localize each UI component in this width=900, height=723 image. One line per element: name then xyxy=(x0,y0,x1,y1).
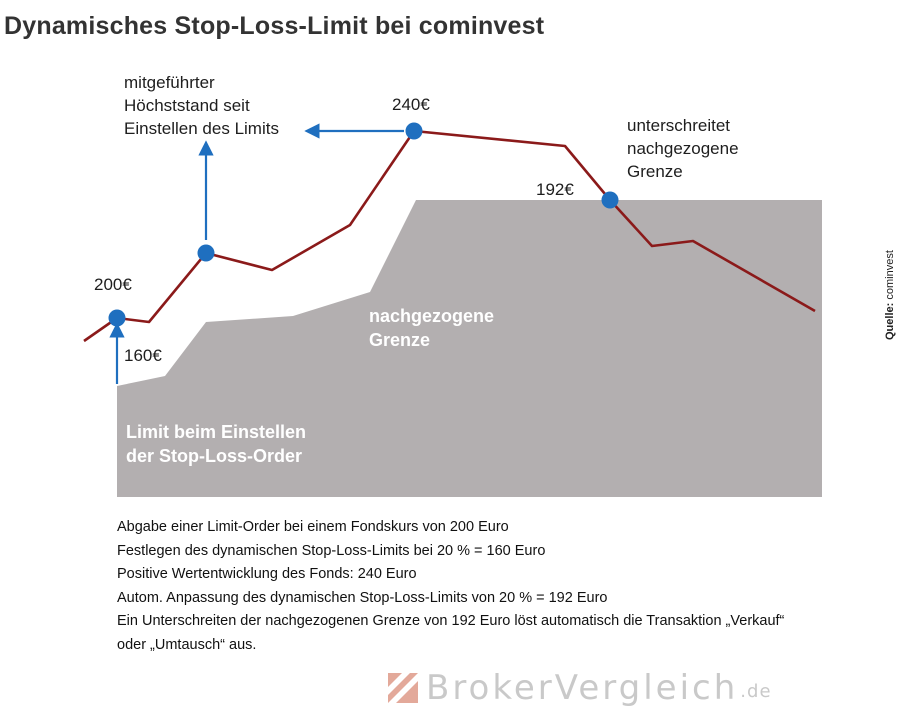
description-block: Abgabe einer Limit-Order bei einem Fonds… xyxy=(117,516,837,657)
source-name: cominvest xyxy=(884,250,896,300)
break-note: unterschreitet nachgezogene Grenze xyxy=(627,114,739,183)
break-note-line: nachgezogene xyxy=(627,139,739,158)
description-line: Ein Unterschreiten der nachgezogenen Gre… xyxy=(117,613,785,629)
break-note-line: unterschreitet xyxy=(627,116,730,135)
description-line: oder „Umtausch“ aus. xyxy=(117,636,257,653)
start-limit-label: 160€ xyxy=(124,346,162,365)
high-note-line: Höchststand seit xyxy=(124,96,250,115)
start-price-label: 200€ xyxy=(94,275,132,294)
break-note-line: Grenze xyxy=(627,162,683,181)
trail-limit-label: 192€ xyxy=(536,180,574,199)
brand-tld: .de xyxy=(740,681,772,702)
source-credit: Quelle: cominvest xyxy=(884,250,896,340)
page-title: Dynamisches Stop-Loss-Limit bei cominves… xyxy=(4,12,545,40)
marker-start xyxy=(108,309,126,327)
brand-watermark: BrokerVergleich .de xyxy=(388,668,772,708)
brand-logo-icon xyxy=(388,673,418,703)
high-note: mitgeführter Höchststand seit Einstellen… xyxy=(124,71,279,140)
trailing-area-line: nachgezogene xyxy=(369,306,495,326)
price-line xyxy=(83,129,816,343)
initial-area-label: Limit beim Einstellen der Stop-Loss-Orde… xyxy=(126,420,306,468)
description-line: Festlegen des dynamischen Stop-Loss-Limi… xyxy=(117,542,546,559)
trailing-area-label: nachgezogene Grenze xyxy=(369,304,494,352)
description-line: Autom. Anpassung des dynamischen Stop-Lo… xyxy=(117,589,608,606)
trailing-area-line: Grenze xyxy=(369,330,431,350)
brand-name: BrokerVergleich xyxy=(426,668,739,708)
marker-new-high xyxy=(197,244,215,262)
high-note-line: Einstellen des Limits xyxy=(124,119,279,138)
source-prefix: Quelle: xyxy=(884,302,896,340)
description-line: Abgabe einer Limit-Order bei einem Fonds… xyxy=(117,519,509,535)
initial-area-line: der Stop-Loss-Order xyxy=(126,446,303,466)
peak-price-label: 240€ xyxy=(392,95,430,114)
marker-peak xyxy=(405,122,423,140)
initial-area-line: Limit beim Einstellen xyxy=(126,422,307,442)
marker-break xyxy=(601,191,619,209)
high-note-line: mitgeführter xyxy=(124,73,215,92)
trailing-limit-area xyxy=(117,200,822,497)
description-line: Positive Wertentwicklung des Fonds: 240 … xyxy=(117,566,417,582)
